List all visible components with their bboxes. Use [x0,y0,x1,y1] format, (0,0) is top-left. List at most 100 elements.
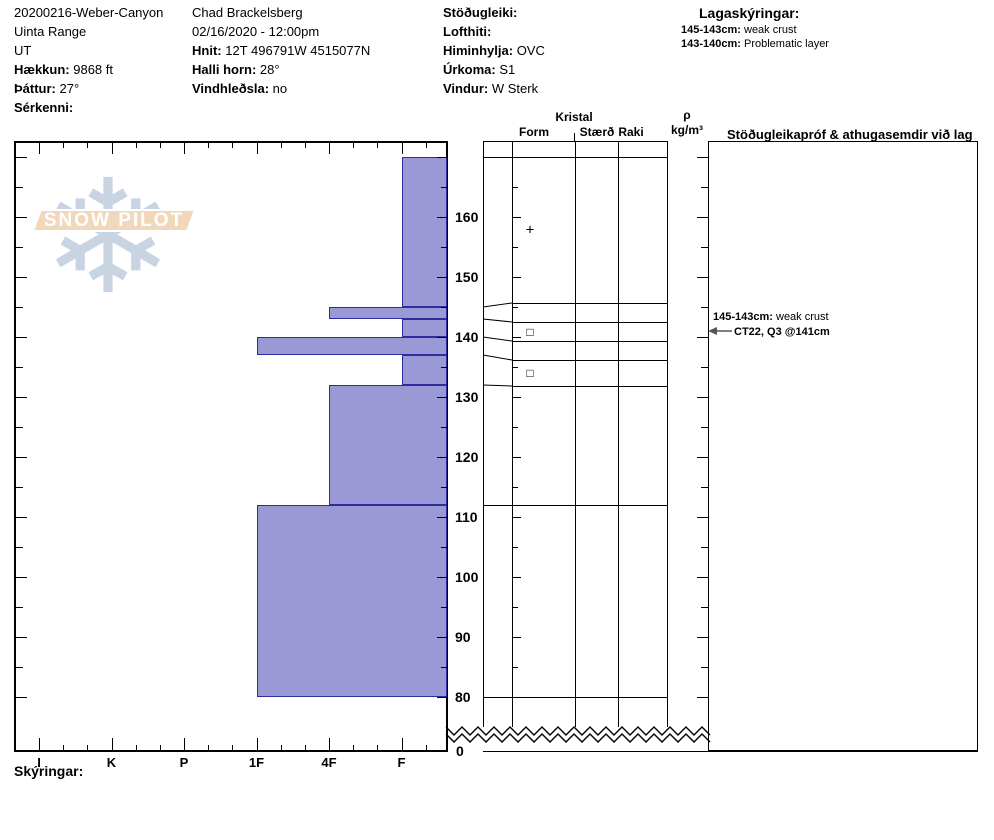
hardness-minor-tick-bottom [87,745,89,751]
table-row-line [512,303,667,304]
depth-label: 160 [455,209,479,225]
depth-label: 150 [455,269,479,285]
depth-tick-table [513,337,521,338]
header-line: Halli horn: 28° [192,62,280,77]
hardness-label: 4F [321,755,337,770]
header-field-label: Lofthiti: [443,24,492,39]
depth-tick-table [513,247,518,248]
depth-tick-density [701,187,708,188]
table-row-line [512,360,667,361]
depth-tick-density [697,277,708,278]
snow-layer-bar [401,355,447,385]
hardness-minor-tick-top [425,143,427,148]
depth-tick-density [697,457,708,458]
table-row-line [483,157,667,158]
depth-tick-table [513,277,521,278]
hardness-profile-plot [14,141,448,752]
depth-tick-axis [437,217,447,218]
table-top-line [483,141,668,142]
header-field-label: Stöðugleiki: [443,5,518,20]
layer-note-range: 143-140cm: [681,38,741,50]
header-line: Hækkun: 9868 ft [14,62,113,77]
depth-tick-density [701,247,708,248]
table-vertical-line [512,141,513,727]
depth-label: 100 [455,569,479,585]
density-unit-header: kg/m³ [670,123,704,137]
depth-tick-table [513,217,521,218]
layer-notes-title: Lagaskýringar: [699,5,800,21]
hardness-major-tick-top [184,143,185,154]
hardness-minor-tick-bottom [304,745,306,751]
depth-tick-axis [441,667,447,668]
depth-tick-left [16,637,27,638]
hardness-minor-tick-top [280,143,282,148]
header-field-label: Hnit: [192,43,222,58]
crystal-form-symbol-faceted-crystals: □ [526,324,534,339]
depth-tick-table [513,667,518,668]
header-field-label: Vindhleðsla: [192,81,270,96]
depth-tick-axis [437,397,447,398]
depth-tick-table [513,487,518,488]
depth-tick-axis [441,187,447,188]
depth-tick-left [16,367,23,368]
crystal-form-symbol-precipitation-particles: + [525,221,535,239]
depth-tick-table [513,577,521,578]
header-line: 20200216-Weber-Canyon [14,5,164,20]
hardness-major-tick-bottom [184,738,185,751]
hardness-minor-tick-top [232,143,234,148]
hardness-minor-tick-top [304,143,306,148]
hardness-major-tick-top [401,143,403,154]
depth-tick-left [16,397,27,398]
depth-tick-density [701,367,708,368]
table-row-line [512,386,667,387]
table-row-line [512,341,667,342]
depth-tick-axis [441,607,447,608]
hardness-minor-tick-bottom [135,745,137,751]
depth-tick-density [701,427,708,428]
header-line: Chad Brackelsberg [192,5,303,20]
depth-tick-left [16,277,27,278]
depth-tick-table [513,637,521,638]
layer-note-range: 145-143cm: [681,24,741,36]
depth-tick-density [697,637,708,638]
depth-tick-left [16,457,27,458]
depth-tick-table [513,517,521,518]
depth-tick-axis [437,577,447,578]
header-line: Vindhleðsla: no [192,81,288,96]
hardness-minor-tick-bottom [63,745,65,751]
depth-label-zero: 0 [456,743,464,759]
header-line: Hnit: 12T 496791W 4515077N [192,43,371,58]
hardness-major-tick-top [256,143,258,154]
depth-tick-left [16,547,23,548]
depth-tick-axis [437,157,447,158]
annotation-range: 145-143cm: [713,311,773,323]
hardness-minor-tick-top [159,143,161,148]
depth-tick-table [513,457,521,458]
header-field-label: Hækkun: [14,62,70,77]
depth-tick-table [513,367,518,368]
crystal-group-header: Kristal [555,110,593,124]
depth-tick-axis [441,247,447,248]
density-symbol-header: ρ [683,108,691,122]
depth-tick-axis [437,697,447,698]
header-line: Þáttur: 27° [14,81,80,96]
depth-label: 140 [455,329,479,345]
header-field-label: Þáttur: [14,81,56,96]
hardness-label: K [106,755,117,770]
layer-note-entry: 145-143cm: weak crust [681,24,797,36]
kristal-header-divider [574,133,575,141]
depth-tick-density [701,547,708,548]
panel-annotation-ct-result: CT22, Q3 @141cm [734,326,830,338]
depth-tick-table [513,187,518,188]
layer-note-entry: 143-140cm: Problematic layer [681,38,829,50]
form-column-header: Form [519,125,549,139]
size-column-header: Stærð [579,125,615,139]
table-vertical-line [575,141,576,727]
table-row-line [483,505,667,506]
hardness-label: F [397,755,406,770]
depth-tick-density [701,607,708,608]
depth-tick-axis [441,307,447,308]
legend-label: Skýringar: [14,763,84,779]
header-line: Stöðugleiki: [443,5,517,20]
hardness-minor-tick-bottom [232,745,234,751]
